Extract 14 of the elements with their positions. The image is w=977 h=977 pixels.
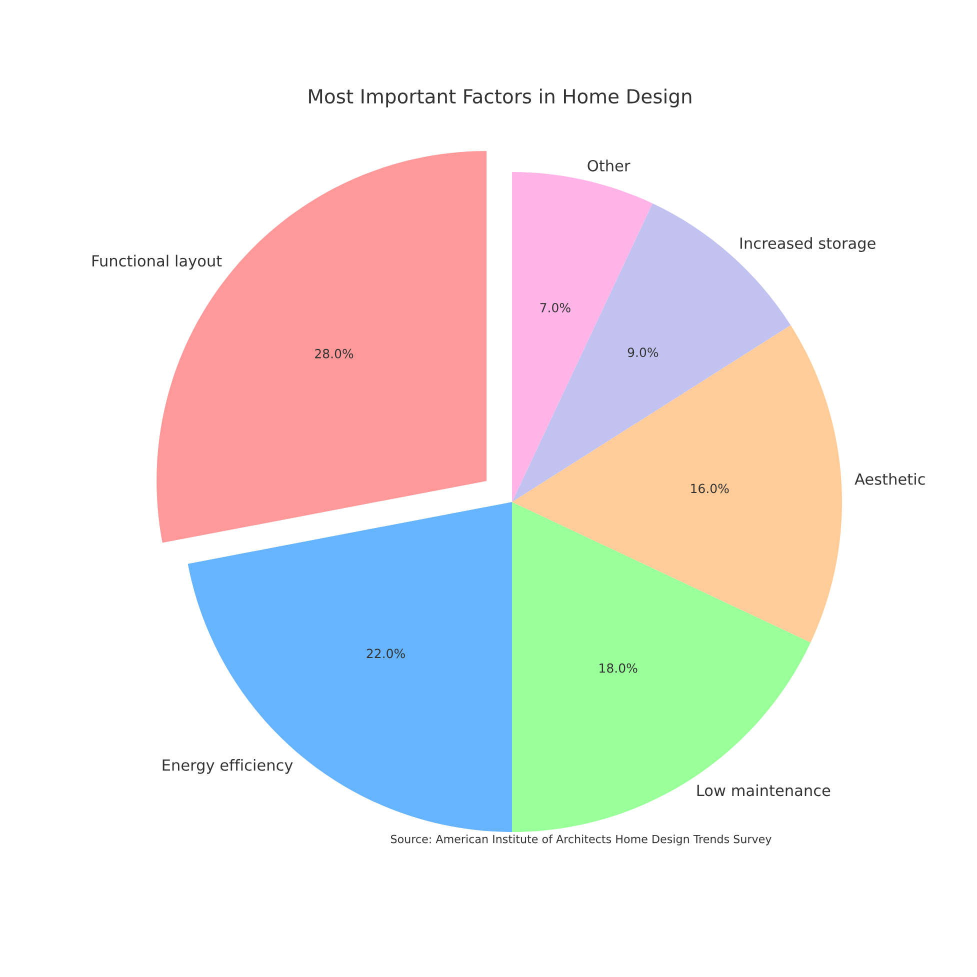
slice-label: Aesthetic <box>854 473 925 485</box>
data-label: 7.0% <box>540 302 570 312</box>
data-label: 18.0% <box>600 663 638 673</box>
slice-label: Low maintenance <box>697 784 830 796</box>
slice-label: Increased storage <box>740 237 876 252</box>
data-label: 16.0% <box>691 484 729 494</box>
data-label: 9.0% <box>628 348 658 358</box>
data-label: 22.0% <box>366 648 405 658</box>
data-label: 28.0% <box>315 348 354 358</box>
slice-label: Other <box>588 160 630 172</box>
slice-label: Functional layout <box>92 254 222 270</box>
source-note: Source: American Institute of Architects Home Design Trends Survey <box>390 834 772 846</box>
chart-title: Most Important Factors in Home Design <box>309 88 692 108</box>
slice-label: Energy efficiency <box>162 759 293 774</box>
